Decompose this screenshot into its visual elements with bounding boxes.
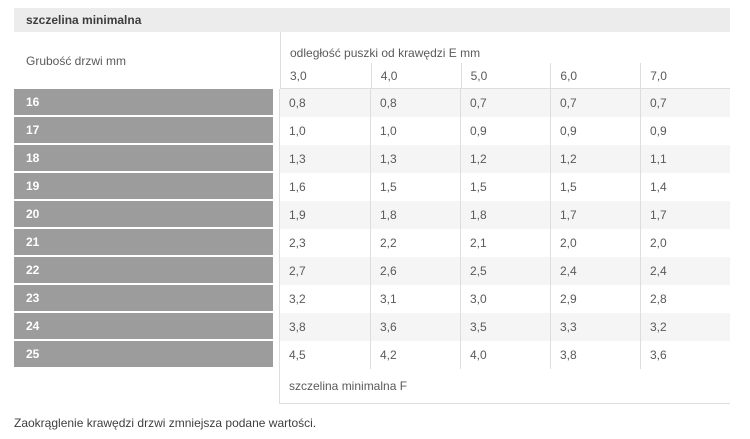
row-cells: 1,6 1,5 1,5 1,5 1,4 bbox=[279, 173, 730, 201]
table-cell: 2,8 bbox=[640, 285, 730, 313]
table-footer: szczelina minimalna F bbox=[14, 369, 730, 404]
footer-label: szczelina minimalna F bbox=[279, 369, 730, 404]
table-cell: 0,7 bbox=[640, 89, 730, 117]
table-cell: 2,7 bbox=[289, 264, 306, 278]
table-cell: 1,0 bbox=[370, 117, 460, 145]
table-row: 16 0,8 0,8 0,7 0,7 0,7 bbox=[14, 89, 730, 117]
column-header: 5,0 bbox=[460, 63, 551, 88]
table-title-bar: szczelina minimalna bbox=[14, 8, 730, 32]
table-cell: 3,8 bbox=[289, 320, 306, 334]
row-cells: 2,7 2,6 2,5 2,4 2,4 bbox=[279, 257, 730, 285]
table-cell: 1,2 bbox=[550, 145, 640, 173]
table-cell: 1,0 bbox=[289, 124, 306, 138]
table-cell: 1,9 bbox=[289, 208, 306, 222]
table-cell: 3,0 bbox=[460, 285, 550, 313]
table-cell: 2,9 bbox=[550, 285, 640, 313]
table-cell: 1,5 bbox=[550, 173, 640, 201]
table-caption: Zaokrąglenie krawędzi drzwi zmniejsza po… bbox=[14, 416, 317, 430]
table-cell: 2,1 bbox=[460, 229, 550, 257]
table-cell: 3,5 bbox=[460, 313, 550, 341]
row-cells: 1,9 1,8 1,8 1,7 1,7 bbox=[279, 201, 730, 229]
table-cell: 2,0 bbox=[640, 229, 730, 257]
table-cell: 1,5 bbox=[370, 173, 460, 201]
row-cells: 2,3 2,2 2,1 2,0 2,0 bbox=[279, 229, 730, 257]
table-cell: 3,3 bbox=[550, 313, 640, 341]
table-row: 23 3,2 3,1 3,0 2,9 2,8 bbox=[14, 285, 730, 313]
row-header: 20 bbox=[14, 201, 273, 229]
row-header: 24 bbox=[14, 313, 273, 341]
column-header: 3,0 bbox=[290, 68, 307, 83]
table-cell: 0,9 bbox=[550, 117, 640, 145]
min-gap-table: szczelina minimalna Grubość drzwi mm odl… bbox=[14, 8, 730, 404]
table-cell: 0,7 bbox=[550, 89, 640, 117]
table-cell: 3,6 bbox=[370, 313, 460, 341]
table-cell: 1,2 bbox=[460, 145, 550, 173]
row-cells: 3,8 3,6 3,5 3,3 3,2 bbox=[279, 313, 730, 341]
table-cell: 2,2 bbox=[370, 229, 460, 257]
table-row: 21 2,3 2,2 2,1 2,0 2,0 bbox=[14, 229, 730, 257]
row-cells: 1,0 1,0 0,9 0,9 0,9 bbox=[279, 117, 730, 145]
table-cell: 2,0 bbox=[550, 229, 640, 257]
table-cell: 3,1 bbox=[370, 285, 460, 313]
table-cell: 2,6 bbox=[370, 257, 460, 285]
table-cell: 4,2 bbox=[370, 341, 460, 369]
table-body: 16 0,8 0,8 0,7 0,7 0,7 17 1,0 1,0 0,9 0,9 0,9 18 1,3 1… bbox=[14, 89, 730, 369]
table-row: 20 1,9 1,8 1,8 1,7 1,7 bbox=[14, 201, 730, 229]
row-header: 21 bbox=[14, 229, 273, 257]
row-cells: 1,3 1,3 1,2 1,2 1,1 bbox=[279, 145, 730, 173]
table-cell: 1,7 bbox=[550, 201, 640, 229]
row-cells: 0,8 0,8 0,7 0,7 0,7 bbox=[279, 89, 730, 117]
table-cell: 4,5 bbox=[289, 348, 306, 362]
table-cell: 2,4 bbox=[640, 257, 730, 285]
row-header: 19 bbox=[14, 173, 273, 201]
table-cell: 0,9 bbox=[460, 117, 550, 145]
table-cell: 3,2 bbox=[289, 292, 306, 306]
row-axis-label: Grubość drzwi mm bbox=[26, 53, 127, 68]
table-cell: 2,3 bbox=[289, 236, 306, 250]
table-cell: 3,6 bbox=[640, 341, 730, 369]
column-header: 7,0 bbox=[640, 63, 730, 88]
table-cell: 2,4 bbox=[550, 257, 640, 285]
table-cell: 2,5 bbox=[460, 257, 550, 285]
table-row: 24 3,8 3,6 3,5 3,3 3,2 bbox=[14, 313, 730, 341]
table-cell: 0,9 bbox=[640, 117, 730, 145]
table-row: 18 1,3 1,3 1,2 1,2 1,1 bbox=[14, 145, 730, 173]
table-cell: 1,5 bbox=[460, 173, 550, 201]
footer-spacer bbox=[14, 369, 279, 404]
row-header: 23 bbox=[14, 285, 273, 313]
row-header: 25 bbox=[14, 341, 273, 369]
table-cell: 1,7 bbox=[640, 201, 730, 229]
column-header: 4,0 bbox=[370, 63, 461, 88]
table-row: 25 4,5 4,2 4,0 3,8 3,6 bbox=[14, 341, 730, 369]
table-cell: 1,8 bbox=[460, 201, 550, 229]
table-cell: 1,6 bbox=[289, 180, 306, 194]
table-cell: 1,3 bbox=[370, 145, 460, 173]
table-row: 22 2,7 2,6 2,5 2,4 2,4 bbox=[14, 257, 730, 285]
table-cell: 1,8 bbox=[370, 201, 460, 229]
table-cell: 1,3 bbox=[289, 152, 306, 166]
row-cells: 3,2 3,1 3,0 2,9 2,8 bbox=[279, 285, 730, 313]
table-cell: 3,2 bbox=[640, 313, 730, 341]
table-cell: 0,8 bbox=[370, 89, 460, 117]
column-group-label: odległość puszki od krawędzi E mm bbox=[290, 46, 481, 60]
table-header: Grubość drzwi mm odległość puszki od kra… bbox=[14, 32, 730, 89]
column-group: odległość puszki od krawędzi E mm 3,0 4,0… bbox=[280, 32, 730, 89]
column-headers: 3,0 4,0 5,0 6,0 7,0 bbox=[281, 63, 730, 88]
table-cell: 1,4 bbox=[640, 173, 730, 201]
row-header: 17 bbox=[14, 117, 273, 145]
table-cell: 4,0 bbox=[460, 341, 550, 369]
row-header: 18 bbox=[14, 145, 273, 173]
column-header: 6,0 bbox=[550, 63, 640, 88]
table-cell: 1,1 bbox=[640, 145, 730, 173]
row-cells: 4,5 4,2 4,0 3,8 3,6 bbox=[279, 341, 730, 369]
table-row: 19 1,6 1,5 1,5 1,5 1,4 bbox=[14, 173, 730, 201]
table-cell: 3,8 bbox=[550, 341, 640, 369]
row-header: 22 bbox=[14, 257, 273, 285]
table-row: 17 1,0 1,0 0,9 0,9 0,9 bbox=[14, 117, 730, 145]
table-cell: 0,8 bbox=[289, 96, 306, 110]
table-cell: 0,7 bbox=[460, 89, 550, 117]
row-header: 16 bbox=[14, 89, 273, 117]
